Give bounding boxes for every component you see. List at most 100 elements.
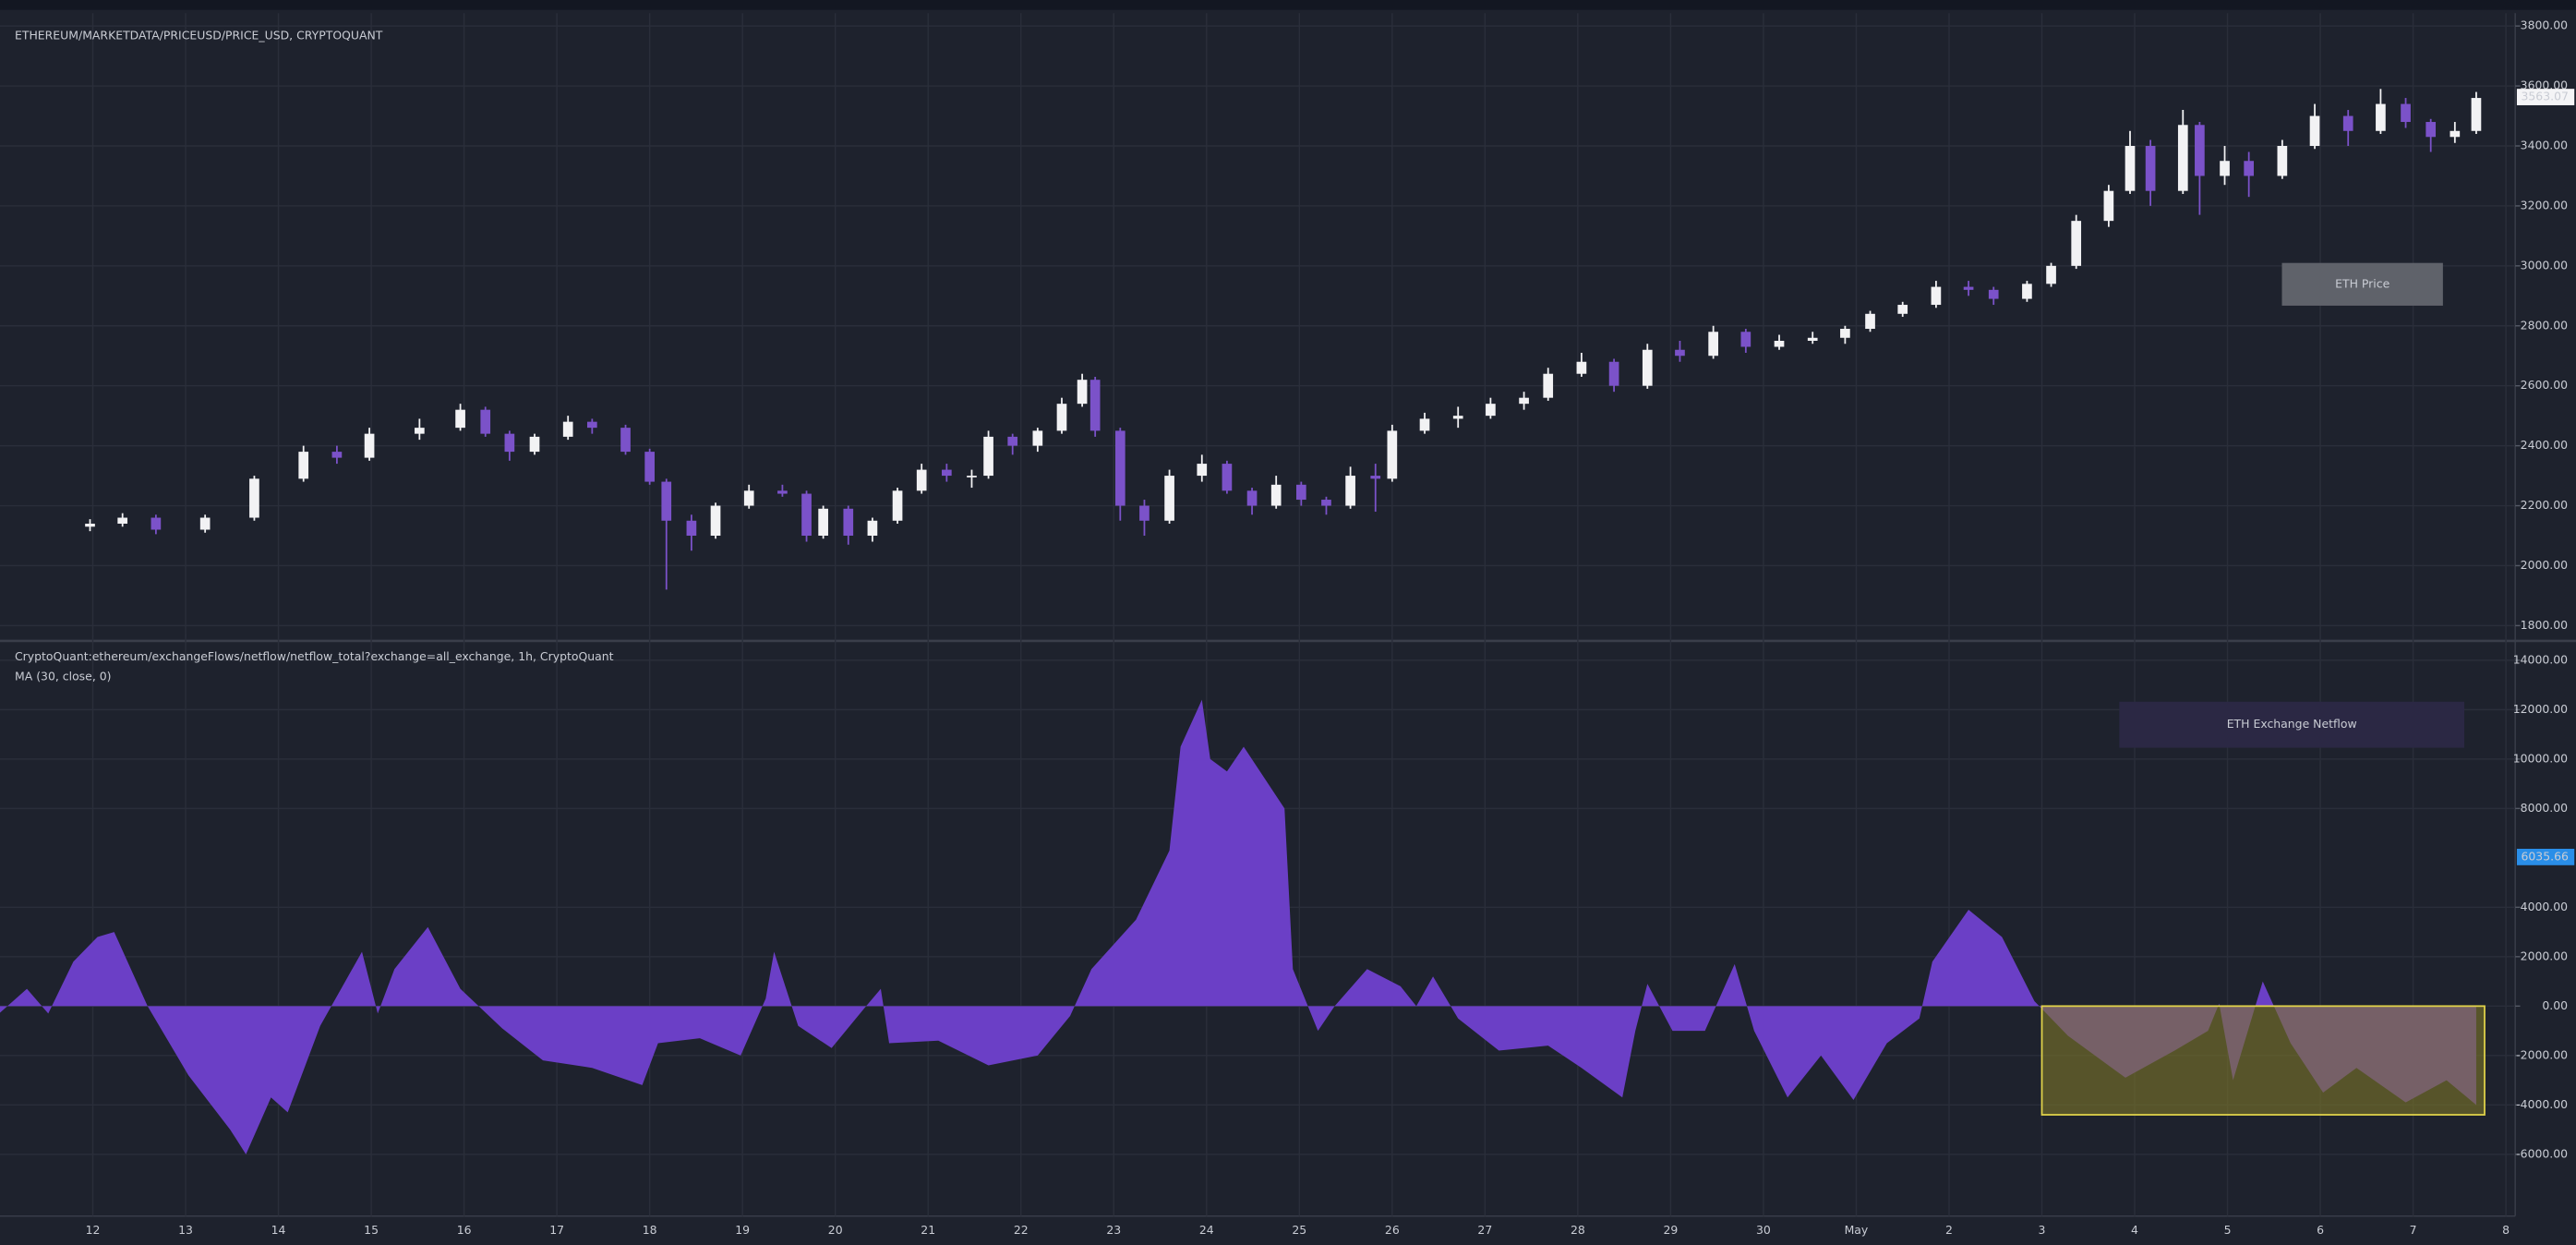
candle-body bbox=[1246, 490, 1258, 506]
candle-body bbox=[1164, 476, 1174, 521]
candle-body bbox=[1197, 464, 1208, 477]
candle-body bbox=[867, 520, 878, 537]
x-tick-label: 29 bbox=[1663, 1223, 1678, 1237]
candle-body bbox=[2471, 98, 2482, 131]
candle-body bbox=[1963, 286, 1974, 290]
source-title: CryptoQuant:ethereum/exchangeFlows/netfl… bbox=[15, 649, 614, 663]
x-tick-label: May bbox=[1845, 1223, 1869, 1237]
y-tick-label: 10000.00 bbox=[2513, 751, 2568, 765]
candle-body bbox=[1897, 305, 1908, 314]
candle-body bbox=[1740, 332, 1751, 347]
candle-body bbox=[1077, 380, 1088, 405]
panel: 14000.0012000.0010000.008000.004000.0020… bbox=[0, 634, 2575, 1237]
candle-body bbox=[1486, 404, 1496, 417]
candle-body bbox=[1608, 361, 1619, 386]
x-tick-label: 24 bbox=[1199, 1223, 1214, 1237]
candle-body bbox=[1774, 341, 1785, 347]
candle-body bbox=[2401, 103, 2411, 123]
x-tick-label: 7 bbox=[2410, 1223, 2417, 1237]
x-tick-label: 26 bbox=[1385, 1223, 1400, 1237]
candle-body bbox=[2022, 284, 2032, 299]
candle-body bbox=[1708, 332, 1718, 357]
candle-body bbox=[743, 490, 754, 506]
source-title: ETHEREUM/MARKETDATA/PRICEUSD/PRICE_USD, … bbox=[15, 29, 383, 42]
candle-body bbox=[1114, 430, 1125, 506]
candle-body bbox=[2426, 122, 2437, 138]
candle-body bbox=[2342, 115, 2353, 131]
candle-body bbox=[1519, 397, 1529, 405]
candle-body bbox=[2125, 146, 2136, 191]
candle-body bbox=[1222, 464, 1233, 491]
annotation: ETH Price bbox=[2335, 276, 2389, 290]
candle-body bbox=[620, 428, 631, 453]
x-tick-label: 27 bbox=[1477, 1223, 1492, 1237]
last-price-tag bbox=[2516, 89, 2575, 105]
candle-body bbox=[941, 469, 952, 477]
y-tick-label: 2400.00 bbox=[2521, 438, 2569, 452]
x-tick-label: 18 bbox=[643, 1223, 657, 1237]
top-strip bbox=[0, 0, 2576, 10]
y-tick-label: 0.00 bbox=[2542, 998, 2568, 1012]
x-tick-label: 6 bbox=[2317, 1223, 2324, 1237]
y-tick-label: 2600.00 bbox=[2521, 378, 2569, 392]
candle-body bbox=[1419, 418, 1430, 431]
candle-body bbox=[504, 433, 515, 453]
y-tick-label: -6000.00 bbox=[2516, 1146, 2568, 1160]
candle-body bbox=[2450, 130, 2461, 138]
x-tick-label: 8 bbox=[2502, 1223, 2510, 1237]
candle-body bbox=[686, 520, 697, 537]
x-tick-label: 4 bbox=[2131, 1223, 2138, 1237]
candle-body bbox=[1295, 484, 1306, 501]
candle-body bbox=[1543, 373, 1554, 398]
x-tick-label: 23 bbox=[1106, 1223, 1121, 1237]
candle-body bbox=[480, 409, 491, 434]
y-tick-label: 8000.00 bbox=[2521, 801, 2569, 815]
x-tick-label: 2 bbox=[1945, 1223, 1953, 1237]
x-tick-label: 13 bbox=[178, 1223, 193, 1237]
x-tick-label: 12 bbox=[86, 1223, 101, 1237]
y-tick-label: 4000.00 bbox=[2521, 900, 2569, 913]
y-tick-label: 3000.00 bbox=[2521, 258, 2569, 272]
candle-body bbox=[801, 493, 812, 537]
x-tick-label: 3 bbox=[2039, 1223, 2046, 1237]
candle-body bbox=[1032, 430, 1043, 446]
candle-body bbox=[150, 517, 162, 530]
current-value-tag bbox=[2516, 848, 2575, 865]
candle-body bbox=[1345, 476, 1355, 506]
candle-body bbox=[249, 478, 259, 518]
x-tick-label: 16 bbox=[457, 1223, 472, 1237]
candle-body bbox=[1321, 500, 1331, 506]
candle-body bbox=[661, 481, 672, 521]
candle-body bbox=[1576, 361, 1587, 374]
candle-body bbox=[1865, 313, 1875, 330]
x-tick-label: 25 bbox=[1292, 1223, 1306, 1237]
candle-body bbox=[1270, 484, 1282, 506]
x-tick-label: 20 bbox=[828, 1223, 843, 1237]
y-tick-label: 2000.00 bbox=[2521, 558, 2569, 572]
y-tick-label: 2200.00 bbox=[2521, 498, 2569, 512]
x-tick-label: 19 bbox=[735, 1223, 750, 1237]
candle-body bbox=[2071, 221, 2082, 266]
x-tick-label: 30 bbox=[1756, 1223, 1771, 1237]
last-price-label: 3563.07 bbox=[2521, 90, 2568, 103]
candle-body bbox=[85, 524, 95, 527]
candle-body bbox=[843, 508, 854, 537]
candle-body bbox=[117, 517, 128, 525]
candle-body bbox=[1675, 349, 1685, 357]
candle-body bbox=[818, 508, 828, 537]
x-tick-label: 28 bbox=[1571, 1223, 1585, 1237]
candle-body bbox=[364, 433, 375, 458]
y-tick-label: 3800.00 bbox=[2521, 18, 2569, 32]
candle-body bbox=[2309, 115, 2320, 147]
x-tick-label: 15 bbox=[364, 1223, 379, 1237]
candle-body bbox=[983, 436, 993, 477]
candle-body bbox=[1007, 436, 1018, 446]
y-tick-label: 3600.00 bbox=[2521, 79, 2569, 92]
candle-body bbox=[331, 452, 343, 458]
candle-body bbox=[916, 469, 927, 491]
y-tick-label: 2800.00 bbox=[2521, 318, 2569, 332]
candle-body bbox=[1840, 329, 1850, 338]
candle-body bbox=[1642, 349, 1653, 386]
annotation: ETH Exchange Netflow bbox=[2227, 717, 2357, 731]
candle-body bbox=[1139, 505, 1150, 521]
